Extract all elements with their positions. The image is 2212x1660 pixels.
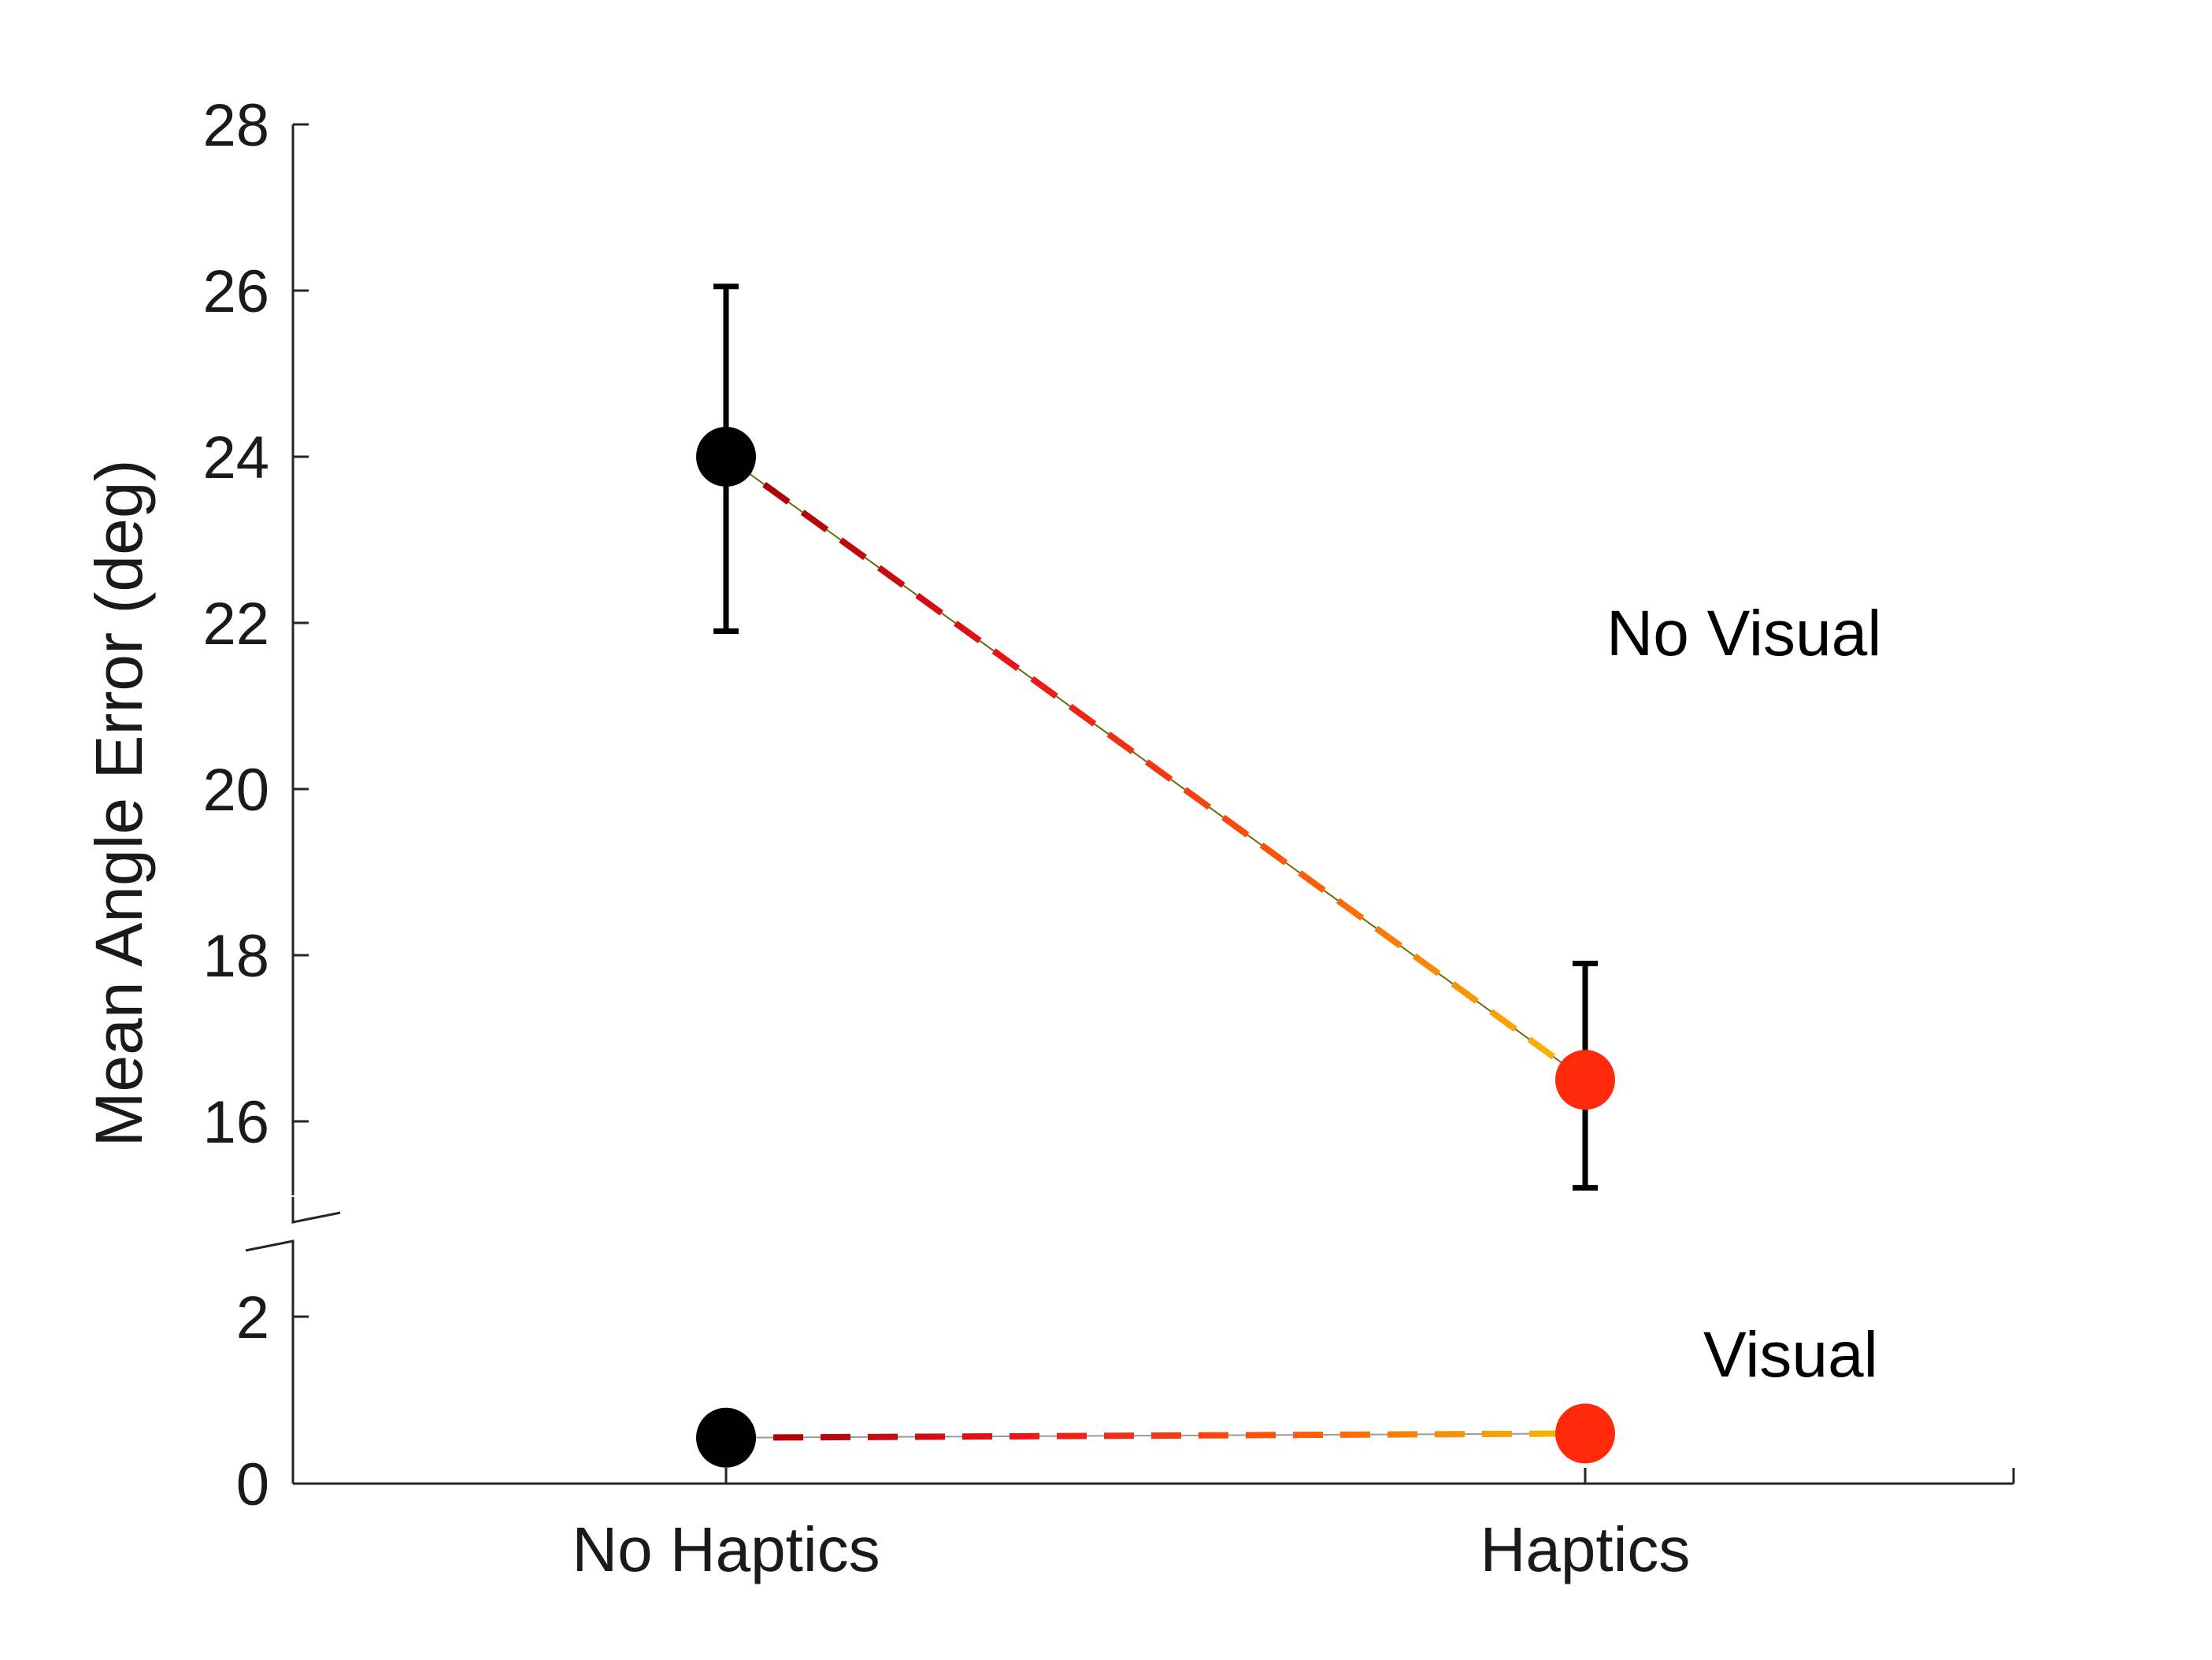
y-tick-label: 28 (202, 92, 269, 159)
y-tick-label: 18 (202, 923, 269, 990)
series-line-no-visual (724, 454, 1588, 1083)
y-axis-title: Mean Angle Error (deg) (82, 459, 156, 1147)
markers (696, 427, 1615, 1468)
y-tick-label: 0 (236, 1451, 269, 1518)
series-label-no-visual: No Visual (1606, 598, 1881, 669)
error-bars (713, 283, 1598, 1191)
series-line-visual (725, 1430, 1586, 1441)
series-lines (724, 454, 1588, 1441)
x-tick-label: No Haptics (572, 1514, 880, 1584)
axis-break-zigzag-lower (245, 1239, 295, 1252)
axes (245, 124, 2015, 1485)
axis-break-zigzag (291, 1197, 341, 1224)
y-tick-label: 22 (202, 591, 269, 658)
y-tick-label: 2 (236, 1284, 269, 1351)
data-point (696, 1407, 756, 1468)
x-tick-label: Haptics (1480, 1514, 1691, 1584)
y-tick-label: 26 (202, 258, 269, 325)
y-tick-label: 24 (202, 424, 269, 491)
series-label-visual: Visual (1703, 1319, 1878, 1391)
y-tick-label: 20 (202, 757, 269, 824)
data-point (1555, 1050, 1615, 1110)
data-point (1555, 1403, 1615, 1464)
y-ticks: 16 18 20 22 24 26 28 0 2 (202, 92, 309, 1518)
y-tick-label: 16 (202, 1089, 269, 1156)
x-ticks: No Haptics Haptics (572, 1468, 1690, 1584)
data-point (696, 427, 756, 487)
